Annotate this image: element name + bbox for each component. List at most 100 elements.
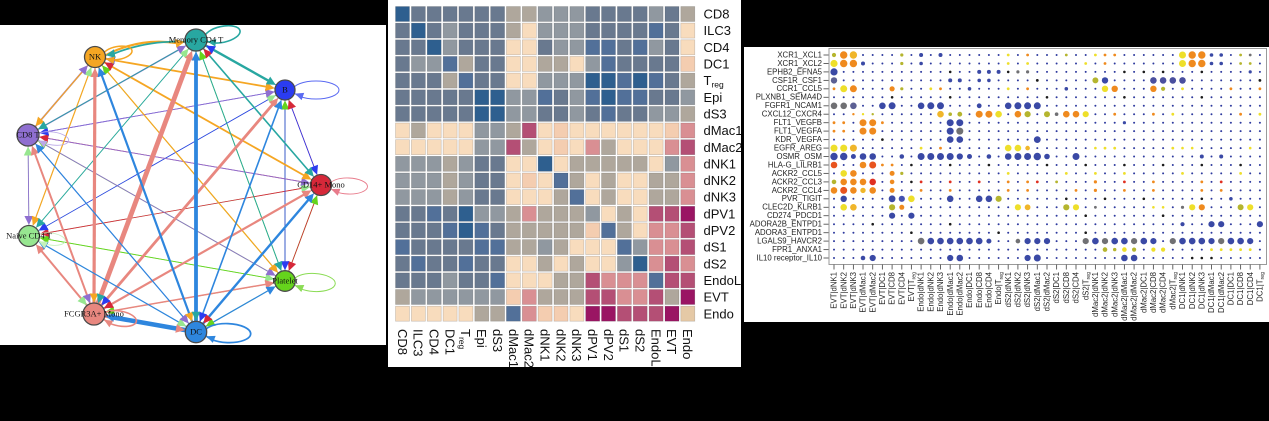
svg-text:IL10 receptor_IL10: IL10 receptor_IL10 [757,253,823,262]
svg-text:dS2|dNK3: dS2|dNK3 [1023,272,1032,307]
svg-text:Endo|CD8: Endo|CD8 [975,272,984,308]
svg-text:CD4: CD4 [427,329,442,355]
svg-text:Treg: Treg [704,73,725,89]
svg-text:DC1: DC1 [442,329,457,355]
svg-text:DC1: DC1 [704,57,730,72]
svg-text:ACKR2_CCL4: ACKR2_CCL4 [772,186,823,195]
svg-text:DC1|Treg: DC1|Treg [1256,272,1267,302]
svg-text:Endo|dMac2: Endo|dMac2 [955,272,964,316]
svg-text:Treg: Treg [457,329,473,350]
svg-text:ACKR2_CCL3: ACKR2_CCL3 [772,177,822,186]
svg-text:EndoL: EndoL [704,273,742,288]
svg-text:FLT1_VEGFA: FLT1_VEGFA [774,127,823,136]
svg-text:EVT|dNK2: EVT|dNK2 [839,272,848,309]
svg-text:dMac2: dMac2 [704,140,742,155]
svg-text:CD8: CD8 [704,7,730,22]
svg-text:dNK1: dNK1 [704,156,737,171]
svg-text:dMac2|dNK1: dMac2|dNK1 [1091,272,1100,317]
svg-text:dMac1: dMac1 [506,329,521,367]
svg-text:CCR1_CCL5: CCR1_CCL5 [777,84,823,93]
svg-text:ADORA2B_ENTPD1: ADORA2B_ENTPD1 [750,220,822,229]
svg-text:FPR1_ANXA1: FPR1_ANXA1 [772,245,822,254]
svg-text:EVT|Treg: EVT|Treg [907,272,918,302]
svg-text:dMac2|dNK3: dMac2|dNK3 [1110,272,1119,317]
svg-text:dPV1: dPV1 [585,329,600,361]
svg-text:EVT|dMac1: EVT|dMac1 [859,272,868,313]
svg-text:Endo|dNK3: Endo|dNK3 [936,272,945,312]
svg-text:CLEC2D_KLRB1: CLEC2D_KLRB1 [762,203,822,212]
svg-text:dMac2|Treg: dMac2|Treg [1168,272,1179,310]
svg-text:OSMR_OSM: OSMR_OSM [777,152,823,161]
svg-text:dS2|CD8: dS2|CD8 [1062,272,1071,304]
svg-text:dMac2|CD8: dMac2|CD8 [1149,272,1158,313]
svg-text:dMac1: dMac1 [704,123,742,138]
svg-text:dMac2|dNK2: dMac2|dNK2 [1101,272,1110,317]
svg-text:EVT|CD8: EVT|CD8 [888,272,897,305]
svg-text:dMac2|dMac2: dMac2|dMac2 [1130,272,1139,321]
svg-text:dS2|dNK2: dS2|dNK2 [1014,272,1023,307]
svg-text:dNK2: dNK2 [704,173,737,188]
svg-text:ILC3: ILC3 [704,23,731,38]
svg-text:dS3: dS3 [490,329,505,352]
svg-text:CD8 T: CD8 T [16,130,40,140]
svg-text:dS1: dS1 [617,329,632,352]
svg-text:CD4: CD4 [704,40,730,55]
svg-text:dNK3: dNK3 [704,190,737,205]
svg-text:ACKR2_CCL5: ACKR2_CCL5 [772,169,823,178]
svg-text:EVT|dMac2: EVT|dMac2 [868,272,877,313]
svg-text:LGALS9_HAVCR2: LGALS9_HAVCR2 [757,237,822,246]
svg-text:dNK3: dNK3 [569,329,584,362]
svg-text:DC1|dMac2: DC1|dMac2 [1217,272,1226,313]
svg-text:HLA-G_LILRB1: HLA-G_LILRB1 [768,160,822,169]
svg-text:EVT|CD4: EVT|CD4 [897,271,906,304]
svg-text:Platelet: Platelet [272,276,298,286]
svg-text:CXCL12_CXCR4: CXCL12_CXCR4 [762,110,823,119]
svg-text:XCR1_XCL2: XCR1_XCL2 [777,59,822,68]
svg-text:dS2: dS2 [704,256,727,271]
svg-text:CSF1R_CSF1: CSF1R_CSF1 [772,76,822,85]
svg-text:EPHB2_EFNA5: EPHB2_EFNA5 [767,67,823,76]
svg-text:Endo: Endo [680,329,695,359]
svg-text:Endo|CD4: Endo|CD4 [985,271,994,307]
svg-text:dS2|dMac1: dS2|dMac1 [1033,272,1042,311]
svg-text:EVT|dNK1: EVT|dNK1 [830,272,839,309]
svg-text:PVR_TIGIT: PVR_TIGIT [782,194,823,203]
svg-text:EGFR_AREG: EGFR_AREG [774,144,822,153]
svg-text:DC1|CD4: DC1|CD4 [1246,271,1255,305]
svg-text:dMac2|DC1: dMac2|DC1 [1139,272,1148,313]
svg-text:CD274_PDCD1: CD274_PDCD1 [767,211,822,220]
svg-text:Epi: Epi [474,329,489,348]
svg-text:dS2|dNK1: dS2|dNK1 [1004,272,1013,307]
svg-text:Endo: Endo [704,306,734,321]
svg-text:EVT|DC1: EVT|DC1 [878,272,887,305]
svg-text:dNK1: dNK1 [537,329,552,362]
svg-text:KDR_VEGFA: KDR_VEGFA [775,135,823,144]
svg-text:ADORA3_ENTPD1: ADORA3_ENTPD1 [755,228,822,237]
svg-text:EVT: EVT [704,290,729,305]
svg-text:FLT1_VEGFB: FLT1_VEGFB [774,118,822,127]
svg-text:Endo|Treg: Endo|Treg [994,272,1005,305]
svg-text:dMac2: dMac2 [522,329,537,367]
svg-text:CD14+ Mono: CD14+ Mono [297,180,345,190]
svg-text:Endo|DC1: Endo|DC1 [965,272,974,308]
svg-text:dMac2|dMac1: dMac2|dMac1 [1120,272,1129,321]
svg-text:Endo|dNK1: Endo|dNK1 [917,272,926,312]
svg-text:FCGR3A+ Mono: FCGR3A+ Mono [64,309,124,319]
svg-text:EVT: EVT [664,329,679,354]
svg-text:DC1|dMac1: DC1|dMac1 [1207,272,1216,313]
svg-text:dPV1: dPV1 [704,206,736,221]
svg-text:NK: NK [89,52,102,62]
svg-text:PLXNB1_SEMA4D: PLXNB1_SEMA4D [756,93,823,102]
svg-text:Endo|dNK2: Endo|dNK2 [926,272,935,312]
svg-text:XCR1_XCL1: XCR1_XCL1 [777,50,822,59]
svg-text:dNK2: dNK2 [553,329,568,362]
svg-text:Epi: Epi [704,90,723,105]
svg-text:DC1|dNK1: DC1|dNK1 [1178,272,1187,309]
svg-text:DC1|dNK2: DC1|dNK2 [1188,272,1197,309]
svg-text:dS2: dS2 [633,329,648,352]
svg-text:dMac2|CD4: dMac2|CD4 [1159,271,1168,313]
svg-text:EndoL: EndoL [648,329,663,367]
svg-text:dS1: dS1 [704,240,727,255]
svg-text:CD8: CD8 [395,329,410,355]
svg-text:Naive CD4 T: Naive CD4 T [6,231,52,241]
